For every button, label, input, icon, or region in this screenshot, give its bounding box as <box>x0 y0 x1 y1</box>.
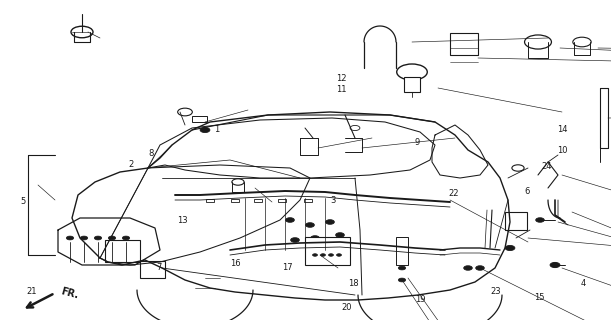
Bar <box>505 212 527 230</box>
Text: 7: 7 <box>156 263 161 272</box>
Circle shape <box>337 254 342 256</box>
Circle shape <box>329 254 334 256</box>
Circle shape <box>398 278 406 282</box>
Text: 21: 21 <box>26 287 37 296</box>
Circle shape <box>306 223 314 227</box>
Circle shape <box>464 266 472 270</box>
Text: 13: 13 <box>177 216 188 225</box>
Text: 9: 9 <box>414 138 419 147</box>
Circle shape <box>291 238 299 242</box>
Text: 12: 12 <box>335 74 346 83</box>
Circle shape <box>67 236 74 240</box>
Circle shape <box>536 218 544 222</box>
Text: 15: 15 <box>533 293 544 302</box>
Text: 8: 8 <box>149 149 154 158</box>
Text: 11: 11 <box>335 85 346 94</box>
Text: 6: 6 <box>524 188 529 196</box>
Bar <box>396 237 408 265</box>
Text: 23: 23 <box>491 287 502 296</box>
Text: FR.: FR. <box>60 286 80 300</box>
Text: 19: 19 <box>415 295 426 304</box>
Bar <box>105 240 140 262</box>
Circle shape <box>335 233 344 237</box>
Circle shape <box>122 236 130 240</box>
Circle shape <box>80 236 87 240</box>
Text: 22: 22 <box>448 189 459 198</box>
Bar <box>404 77 420 92</box>
Text: 3: 3 <box>331 196 335 204</box>
Bar <box>192 116 207 122</box>
Bar <box>279 199 286 202</box>
Bar <box>140 261 165 278</box>
Text: 16: 16 <box>230 260 241 268</box>
Text: 10: 10 <box>557 146 568 155</box>
Text: 20: 20 <box>342 303 353 312</box>
Circle shape <box>94 236 101 240</box>
Circle shape <box>476 266 485 270</box>
Circle shape <box>286 218 295 222</box>
Circle shape <box>311 236 320 240</box>
Bar <box>450 33 478 55</box>
Bar <box>232 199 239 202</box>
Bar <box>304 199 312 202</box>
Circle shape <box>326 220 334 224</box>
Bar <box>207 199 214 202</box>
Circle shape <box>398 266 406 270</box>
Text: 24: 24 <box>541 162 552 171</box>
Text: 18: 18 <box>348 279 359 288</box>
Circle shape <box>108 236 115 240</box>
Text: 5: 5 <box>21 197 26 206</box>
Circle shape <box>550 262 560 268</box>
Circle shape <box>313 254 318 256</box>
Circle shape <box>321 254 326 256</box>
Circle shape <box>505 245 515 251</box>
Text: 4: 4 <box>581 279 586 288</box>
Text: 17: 17 <box>282 263 293 272</box>
Bar <box>305 237 350 265</box>
Text: 1: 1 <box>214 125 219 134</box>
Text: 2: 2 <box>129 160 134 169</box>
Text: 14: 14 <box>557 125 568 134</box>
Circle shape <box>200 127 210 132</box>
Bar <box>254 199 262 202</box>
